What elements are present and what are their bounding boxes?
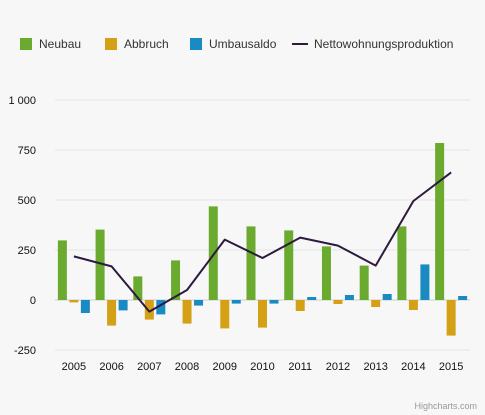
legend-label: Umbausaldo <box>209 37 277 51</box>
bar-umbausaldo-2006[interactable] <box>118 300 128 311</box>
x-tick-label: 2007 <box>137 361 161 373</box>
bar-umbausaldo-2009[interactable] <box>231 300 241 304</box>
bar-umbausaldo-2010[interactable] <box>269 300 279 304</box>
y-tick-label: 1 000 <box>8 95 36 107</box>
line-series <box>73 171 452 313</box>
bar-abbruch-2010[interactable] <box>258 300 267 328</box>
bar-umbausaldo-2013[interactable] <box>382 294 392 300</box>
bar-neubau-2010[interactable] <box>246 226 256 300</box>
bar-abbruch-2008[interactable] <box>182 300 192 324</box>
x-tick-label: 2013 <box>363 361 387 373</box>
bar-neubau-2012[interactable] <box>321 246 331 300</box>
x-tick-label: 2005 <box>62 361 86 373</box>
bar-umbausaldo-2011[interactable] <box>307 297 317 300</box>
bar-abbruch-2005[interactable] <box>69 300 79 303</box>
y-tick-label: 0 <box>30 295 36 307</box>
bar-abbruch-2011[interactable] <box>295 300 305 311</box>
bar-umbausaldo-2014[interactable] <box>420 264 430 300</box>
x-tick-label: 2010 <box>250 361 274 373</box>
bar-neubau-2007[interactable] <box>133 276 143 300</box>
y-axis: 1 000 750 500 250 0 -250 <box>8 95 36 357</box>
bar-series <box>57 143 468 336</box>
bar-neubau-2008[interactable] <box>171 260 181 300</box>
x-tick-label: 2009 <box>213 361 237 373</box>
credit-link[interactable]: Highcharts.com <box>414 401 477 411</box>
legend-item-abbruch[interactable]: Abbruch <box>105 37 169 51</box>
bar-neubau-2014[interactable] <box>397 226 407 300</box>
legend-item-nettowohnungsproduktion[interactable]: Nettowohnungsproduktion <box>292 37 453 51</box>
legend-label: Abbruch <box>124 37 169 51</box>
bar-abbruch-2012[interactable] <box>333 300 343 304</box>
legend-item-neubau[interactable]: Neubau <box>20 37 81 51</box>
bar-umbausaldo-2012[interactable] <box>344 295 354 300</box>
bar-abbruch-2015[interactable] <box>446 300 456 336</box>
x-tick-label: 2008 <box>175 361 199 373</box>
bar-abbruch-2014[interactable] <box>408 300 418 310</box>
bar-abbruch-2006[interactable] <box>107 300 117 326</box>
legend[interactable]: Neubau Abbruch Umbausaldo Nettowohnungsprod… <box>20 37 453 51</box>
y-tick-label: 250 <box>18 245 36 257</box>
legend-swatch <box>190 38 202 50</box>
bar-neubau-2013[interactable] <box>359 265 369 300</box>
legend-label: Neubau <box>39 37 81 51</box>
bar-neubau-2015[interactable] <box>435 143 445 300</box>
legend-swatch <box>20 38 32 50</box>
bar-umbausaldo-2015[interactable] <box>458 296 468 300</box>
bar-abbruch-2009[interactable] <box>220 300 230 329</box>
x-tick-label: 2012 <box>326 361 350 373</box>
bar-neubau-2011[interactable] <box>284 230 294 300</box>
x-tick-label: 2011 <box>288 361 312 373</box>
bar-neubau-2006[interactable] <box>95 229 105 300</box>
bar-umbausaldo-2008[interactable] <box>194 300 204 306</box>
y-tick-label: 500 <box>18 195 36 207</box>
y-tick-label: -250 <box>14 345 36 357</box>
bar-abbruch-2007[interactable] <box>144 300 154 320</box>
x-axis: 2005 2006 2007 2008 2009 2010 2011 2012 2013 2014… <box>62 361 464 373</box>
x-tick-label: 2014 <box>401 361 425 373</box>
x-tick-label: 2006 <box>99 361 123 373</box>
bar-abbruch-2013[interactable] <box>371 300 381 307</box>
bar-neubau-2009[interactable] <box>208 206 218 300</box>
x-tick-label: 2015 <box>439 361 463 373</box>
bar-umbausaldo-2005[interactable] <box>80 300 90 313</box>
legend-item-umbausaldo[interactable]: Umbausaldo <box>190 37 277 51</box>
bar-umbausaldo-2007[interactable] <box>156 300 166 315</box>
line-nettowohnungsproduktion[interactable] <box>73 171 452 313</box>
bar-neubau-2005[interactable] <box>57 240 67 300</box>
legend-label: Nettowohnungsproduktion <box>314 37 453 51</box>
y-tick-label: 750 <box>18 145 36 157</box>
legend-swatch <box>105 38 117 50</box>
